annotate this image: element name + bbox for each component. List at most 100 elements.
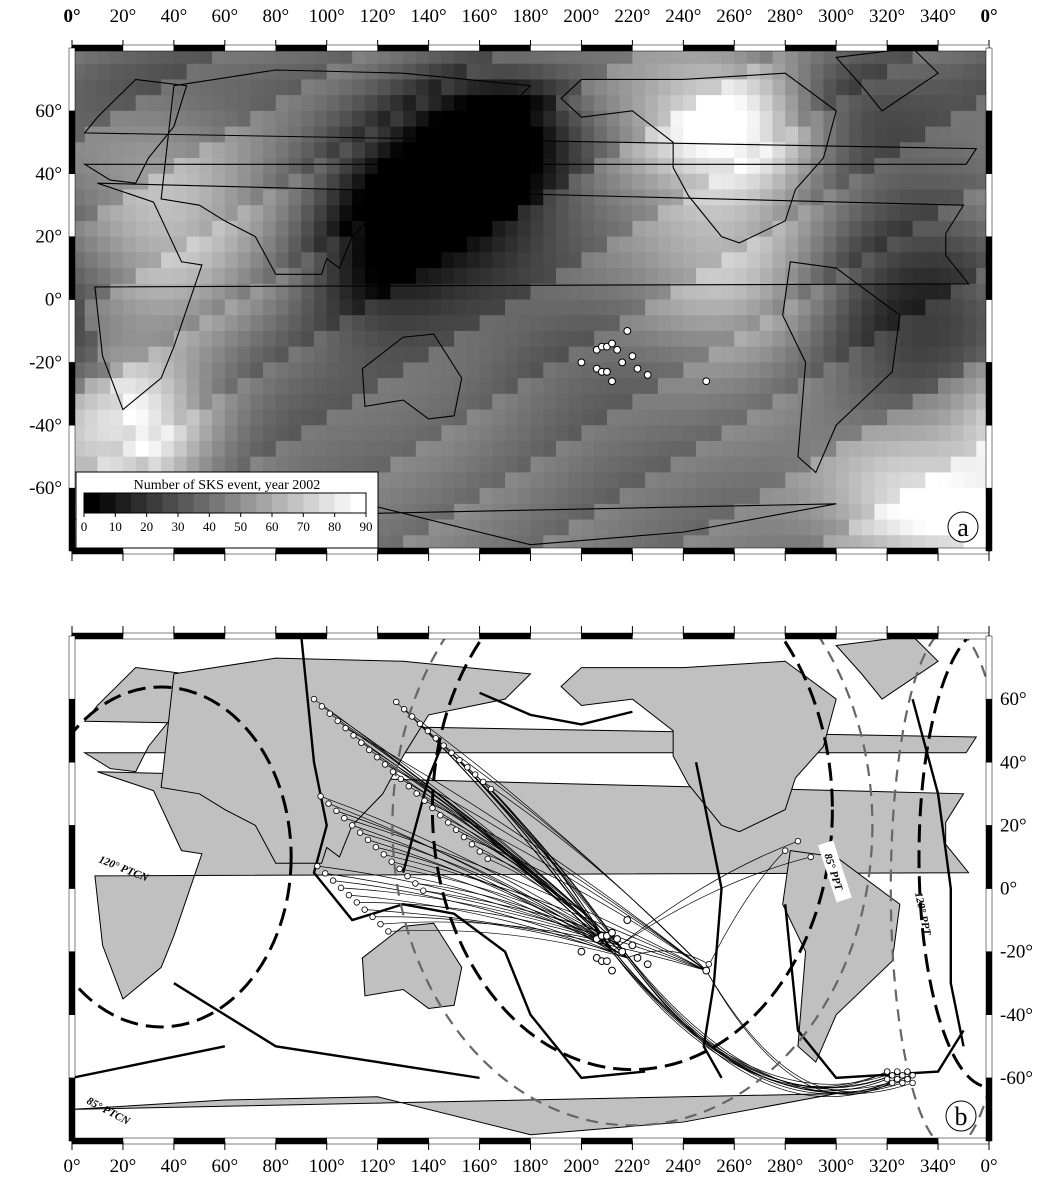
ray-path: [325, 873, 707, 971]
event-marker: [476, 848, 484, 855]
ray-path: [619, 945, 913, 1095]
top-longitude-labels: 0° 20° 40° 60° 80° 100° 120° 140° 160° 180° 200° 22…: [63, 6, 998, 48]
ray-path: [705, 850, 786, 971]
land-asia: [160, 657, 532, 864]
sks-legend: Number of SKS event, year 2002 0 10 20 30 40…: [75, 471, 379, 549]
bottom-lon-label: 100°: [309, 1156, 345, 1177]
ray-path: [455, 829, 608, 943]
bottom-lon-label: 20°: [110, 1156, 137, 1177]
event-marker: [440, 742, 447, 749]
event-marker: [341, 814, 348, 822]
lat-label-a: 40°: [35, 164, 62, 185]
legend-swatch: [162, 493, 179, 513]
top-lon-label: 220°: [614, 6, 650, 27]
event-marker: [487, 785, 495, 793]
bottom-lon-label: 220°: [614, 1156, 650, 1177]
plate-boundary: [173, 982, 480, 1080]
lat-label-a: 0°: [45, 290, 62, 311]
event-marker: [448, 749, 455, 756]
bottom-lon-label: 200°: [563, 1156, 599, 1177]
bottom-lon-label: 260°: [716, 1156, 752, 1177]
event-marker: [385, 928, 392, 935]
event-marker: [432, 735, 439, 742]
event-marker: [452, 826, 460, 833]
panel-b-map: 60°40°20°0°-20°-40°-60° 120° PTCN 85° PT…: [68, 632, 1033, 1145]
legend-swatch: [350, 493, 367, 513]
station-marker: [618, 358, 627, 367]
station-marker: [633, 364, 642, 373]
event-marker: [412, 880, 419, 887]
event-marker: [405, 783, 412, 790]
event-marker: [318, 703, 326, 710]
lat-label-a: -20°: [29, 352, 62, 373]
legend-swatch: [84, 493, 101, 513]
legend-swatch: [115, 493, 132, 513]
event-marker: [479, 778, 487, 786]
event-marker: [468, 841, 476, 848]
bottom-lon-label: 160°: [462, 1156, 498, 1177]
event-marker: [353, 899, 360, 906]
event-marker: [317, 793, 324, 800]
legend-tick-label: 60: [266, 519, 279, 534]
lat-label-a: 60°: [35, 101, 62, 122]
ray-path: [336, 810, 608, 943]
event-marker: [899, 1079, 906, 1087]
event-marker: [388, 858, 395, 865]
top-lon-label: 80°: [262, 6, 289, 27]
legend-swatch: [99, 493, 116, 513]
legend-tick-label: 50: [234, 519, 247, 534]
legend-tick-label: 70: [297, 519, 310, 534]
event-marker: [393, 698, 400, 706]
station-marker: [613, 935, 622, 943]
band-120-ptcn-black: [72, 685, 293, 1029]
plate-boundary: [911, 698, 965, 1047]
event-marker: [325, 800, 332, 807]
ray-path: [424, 800, 707, 971]
event-marker: [904, 1075, 911, 1083]
event-marker: [333, 807, 340, 815]
event-marker: [369, 913, 376, 921]
top-lon-label: 200°: [563, 6, 599, 27]
station-marker: [623, 916, 632, 924]
event-marker: [408, 713, 416, 720]
station-marker: [608, 339, 616, 348]
panel-a-letter: a: [957, 513, 969, 542]
ray-path: [356, 902, 608, 943]
ray-path: [407, 875, 628, 959]
panel-b-checker-border: [68, 632, 993, 1145]
event-marker: [350, 732, 357, 739]
ray-path: [606, 941, 893, 1088]
event-marker: [782, 847, 789, 854]
station-marker: [577, 947, 586, 956]
ray-path: [705, 970, 903, 1095]
legend-tick-labels: 0 10 20 30 40 50 60 70 80 90: [81, 513, 373, 534]
top-lon-label: 280°: [767, 6, 803, 27]
station-marker: [623, 327, 632, 335]
legend-tick-label: 80: [328, 519, 341, 534]
event-marker: [326, 710, 333, 717]
event-marker: [460, 833, 468, 841]
bottom-lon-label: 300°: [818, 1156, 854, 1177]
land-australia: [361, 922, 463, 1009]
plate-boundary: [694, 762, 723, 1079]
ppt-ptcn-bands-b: [72, 636, 989, 1141]
event-marker: [310, 695, 318, 703]
bottom-lon-label: 0°: [63, 1156, 80, 1177]
event-marker: [899, 1072, 906, 1079]
event-marker: [372, 843, 380, 851]
event-marker: [358, 739, 365, 746]
panel-b-letter-badge: b: [945, 1100, 977, 1132]
top-lon-label: 100°: [309, 6, 345, 27]
station-marker: [643, 371, 652, 379]
bottom-lon-label: 40°: [161, 1156, 188, 1177]
event-marker: [342, 724, 349, 732]
event-marker: [377, 920, 384, 928]
lat-label-a: 20°: [35, 227, 62, 248]
ray-path: [619, 945, 893, 1089]
band-85-ptcn-black: [430, 636, 834, 1072]
event-marker: [445, 819, 452, 826]
event-marker: [472, 771, 479, 778]
legend-swatch: [193, 493, 210, 513]
legend-tick-label: 30: [172, 519, 185, 534]
